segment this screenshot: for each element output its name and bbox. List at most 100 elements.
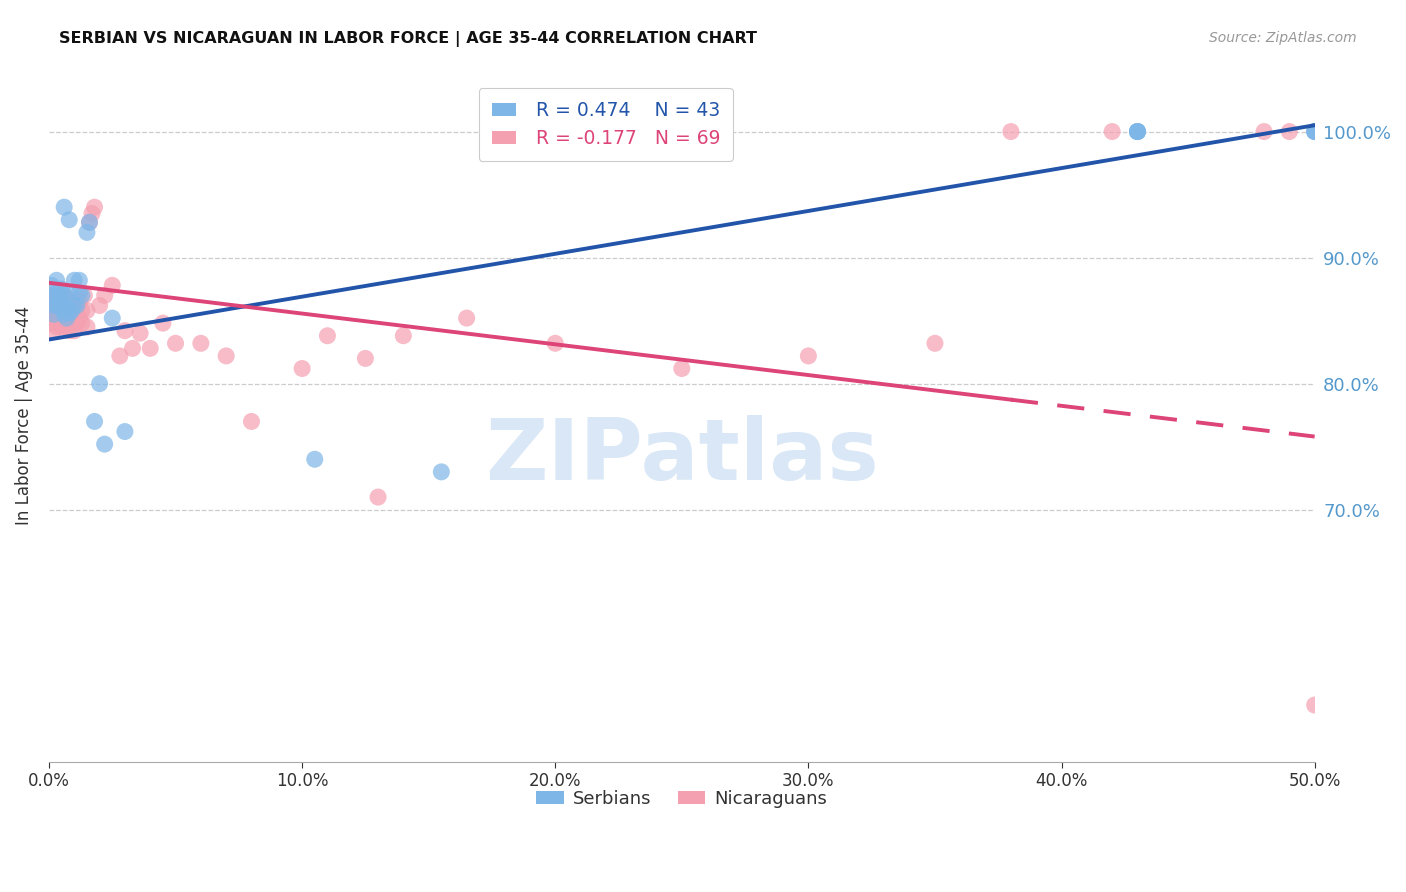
Point (48, 303, 70, 318)
Point (45, 319, 67, 334)
Point (42, 307, 65, 321)
Point (1303, 124, 1326, 138)
Point (55, 301, 77, 315)
Point (45, 297, 67, 311)
Point (41, 316, 63, 330)
Point (1126, 124, 1149, 138)
Point (67, 285, 90, 300)
Point (55, 319, 77, 334)
Point (924, 336, 946, 351)
Point (108, 349, 131, 363)
Point (45, 273, 67, 287)
Point (51, 291, 73, 305)
Point (63, 298, 86, 312)
Legend: Serbians, Nicaraguans: Serbians, Nicaraguans (529, 782, 834, 815)
Point (1126, 124, 1149, 138)
Point (1000, 124, 1022, 138)
Point (430, 465, 453, 479)
Point (1303, 124, 1326, 138)
Point (51, 319, 73, 334)
Point (42, 298, 65, 312)
Point (41, 288, 63, 302)
Point (101, 278, 124, 293)
Point (70, 316, 93, 330)
Point (63, 324, 86, 338)
Point (93, 288, 115, 302)
Point (1303, 698, 1326, 712)
Point (48, 288, 70, 302)
Point (60, 301, 83, 315)
Point (79, 215, 101, 229)
Point (58, 307, 80, 321)
Point (63, 273, 86, 287)
Point (1101, 124, 1123, 138)
Point (48, 298, 70, 312)
Point (55, 311, 77, 326)
Point (45, 294, 67, 309)
Text: ZIPatlas: ZIPatlas (485, 416, 879, 499)
Point (48, 288, 70, 302)
Point (73, 288, 96, 302)
Point (165, 336, 187, 351)
Point (121, 342, 143, 356)
Point (89, 298, 111, 312)
Point (51, 282, 73, 296)
Text: SERBIAN VS NICARAGUAN IN LABOR FORCE | AGE 35-44 CORRELATION CHART: SERBIAN VS NICARAGUAN IN LABOR FORCE | A… (59, 31, 756, 47)
Point (76, 319, 98, 334)
Point (89, 376, 111, 391)
Point (129, 326, 152, 341)
Point (190, 336, 212, 351)
Point (55, 291, 77, 305)
Point (1278, 124, 1301, 138)
Point (53, 200, 76, 214)
Point (70, 303, 93, 318)
Point (76, 303, 98, 318)
Point (392, 328, 415, 343)
Point (55, 307, 77, 321)
Point (80, 206, 103, 220)
Point (354, 351, 377, 366)
Point (1126, 124, 1149, 138)
Point (139, 342, 162, 356)
Point (41, 278, 63, 293)
Point (797, 349, 820, 363)
Point (76, 226, 98, 240)
Point (1303, 124, 1326, 138)
Point (66, 316, 89, 330)
Point (60, 316, 83, 330)
Point (45, 285, 67, 300)
Point (83, 414, 105, 428)
Point (70, 288, 93, 302)
Point (63, 307, 86, 321)
Point (42, 294, 65, 309)
Point (544, 336, 567, 351)
Point (53, 316, 76, 330)
Point (671, 361, 693, 376)
Point (42, 307, 65, 321)
Point (291, 361, 314, 376)
Point (58, 285, 80, 300)
Point (240, 414, 263, 428)
Point (316, 328, 339, 343)
Point (53, 307, 76, 321)
Point (53, 291, 76, 305)
Point (45, 311, 67, 326)
Point (456, 311, 478, 326)
Point (114, 425, 136, 439)
Point (215, 349, 238, 363)
Point (42, 324, 65, 338)
Point (41, 306, 63, 320)
Point (152, 316, 174, 330)
Point (67, 273, 90, 287)
Point (58, 306, 80, 320)
Point (367, 490, 389, 504)
Point (79, 215, 101, 229)
Point (66, 298, 89, 312)
Y-axis label: In Labor Force | Age 35-44: In Labor Force | Age 35-44 (15, 306, 32, 524)
Point (53, 303, 76, 318)
Point (51, 301, 73, 315)
Point (1253, 124, 1275, 138)
Point (67, 294, 90, 309)
Point (60, 303, 83, 318)
Point (101, 311, 124, 326)
